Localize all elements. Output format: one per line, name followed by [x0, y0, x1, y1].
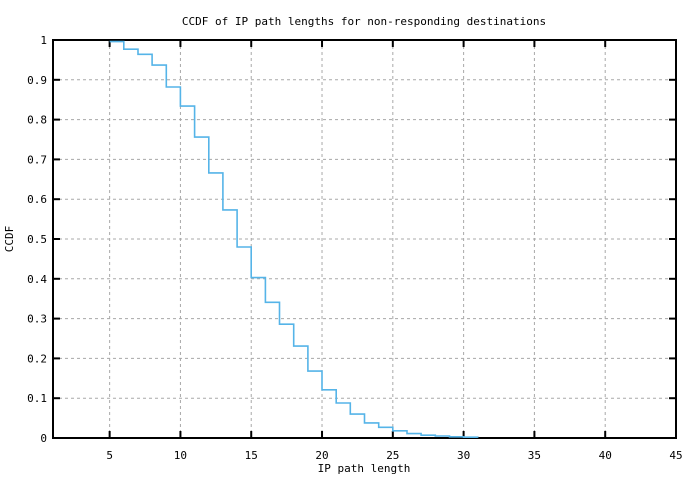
y-tick-label: 0.1	[27, 392, 47, 405]
x-tick-labels: 5 10 15 20 25 30 35 40 45	[106, 449, 682, 462]
x-tick-label: 10	[174, 449, 187, 462]
y-tick-label: 0	[40, 432, 47, 445]
y-axis-label: CCDF	[3, 226, 16, 253]
chart-title: CCDF of IP path lengths for non-respondi…	[182, 15, 546, 28]
y-tick-label: 0.5	[27, 233, 47, 246]
y-tick-label: 0.9	[27, 74, 47, 87]
ccdf-step-curve	[109, 40, 479, 438]
y-tick-label: 0.6	[27, 193, 47, 206]
y-tick-label: 0.3	[27, 313, 47, 326]
plot-border	[52, 39, 677, 439]
x-tick-label: 5	[106, 449, 113, 462]
x-axis-label: IP path length	[318, 462, 411, 475]
x-tick-label: 45	[669, 449, 682, 462]
y-tick-label: 0.4	[27, 273, 47, 286]
y-tick-label: 0.2	[27, 352, 47, 365]
x-tick-label: 25	[386, 449, 399, 462]
x-tick-label: 15	[245, 449, 258, 462]
y-tick-label: 0.7	[27, 153, 47, 166]
x-tick-label: 20	[315, 449, 328, 462]
x-tick-label: 40	[599, 449, 612, 462]
x-tick-label: 35	[528, 449, 541, 462]
y-tick-labels: 0 0.1 0.2 0.3 0.4 0.5 0.6 0.7 0.8 0.9 1	[27, 34, 47, 445]
x-tick-label: 30	[457, 449, 470, 462]
y-tick-label: 1	[40, 34, 47, 47]
y-tick-label: 0.8	[27, 114, 47, 127]
grid-lines	[53, 40, 677, 438]
